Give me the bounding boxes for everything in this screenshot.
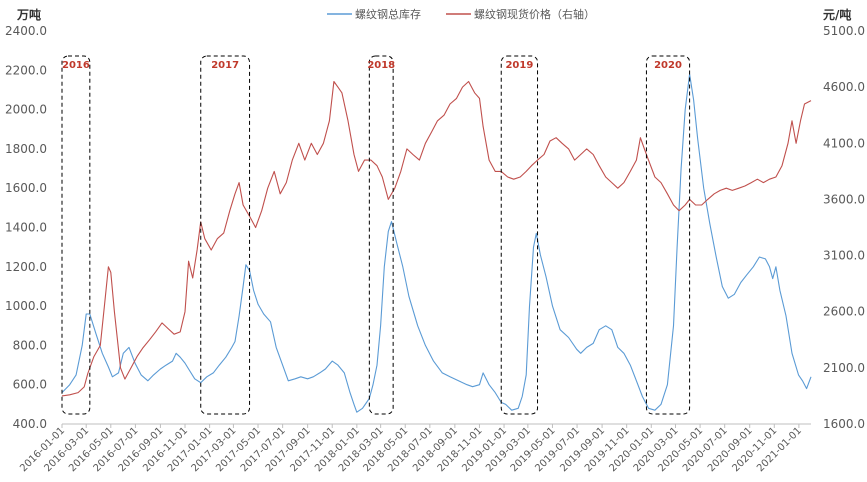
- right-axis-unit: 元/吨: [823, 7, 851, 22]
- left-tick-label: 1000.0: [5, 299, 47, 313]
- period-label-2016: 2016: [62, 60, 90, 71]
- series-line-price: [61, 80, 812, 397]
- period-label-2020: 2020: [654, 60, 682, 71]
- right-axis-ticks: 1600.0 2100.0 2600.0 3100.0 3600.0 4100.0 4600…: [823, 24, 865, 431]
- left-tick-label: 1800.0: [5, 142, 47, 156]
- left-tick-label: 1400.0: [5, 221, 47, 235]
- right-tick-label: 3600.0: [823, 192, 865, 206]
- period-box-2018: [368, 55, 394, 415]
- period-label-2019: 2019: [505, 60, 533, 71]
- right-tick-label: 2100.0: [823, 361, 865, 375]
- left-tick-label: 400.0: [13, 417, 47, 431]
- left-axis-unit: 万吨: [16, 7, 41, 22]
- series-layer: [61, 73, 812, 413]
- left-tick-label: 1200.0: [5, 260, 47, 274]
- left-tick-label: 800.0: [13, 338, 47, 352]
- left-tick-label: 2000.0: [5, 103, 47, 117]
- period-box-2020: [645, 55, 691, 415]
- left-tick-label: 2200.0: [5, 63, 47, 77]
- left-axis-ticks: 400.0 600.0 800.0 1000.0 1200.0 1400.0 1600.0 1…: [5, 24, 47, 431]
- left-tick-label: 2400.0: [5, 24, 47, 38]
- right-tick-label: 1600.0: [823, 417, 865, 431]
- legend: 螺纹钢总库存 螺纹钢现货价格（右轴）: [327, 7, 595, 21]
- right-tick-label: 4100.0: [823, 136, 865, 150]
- period-label-2017: 2017: [211, 60, 239, 71]
- annotation-layer: 2016 2017 2018 2019 2020: [61, 55, 691, 415]
- legend-label-price: 螺纹钢现货价格（右轴）: [474, 7, 595, 21]
- legend-label-inventory: 螺纹钢总库存: [355, 7, 421, 21]
- right-tick-label: 2600.0: [823, 305, 865, 319]
- right-tick-label: 4600.0: [823, 80, 865, 94]
- left-tick-label: 600.0: [13, 378, 47, 392]
- series-line-inventory: [61, 73, 812, 413]
- left-tick-label: 1600.0: [5, 181, 47, 195]
- period-label-2018: 2018: [367, 60, 395, 71]
- period-box-2016: [61, 55, 91, 415]
- period-box-2019: [500, 55, 539, 415]
- x-axis-ticks: 2016-01-012016-03-012016-05-012016-07-01…: [18, 424, 804, 474]
- period-box-2017: [200, 55, 251, 415]
- right-tick-label: 5100.0: [823, 24, 865, 38]
- right-tick-label: 3100.0: [823, 249, 865, 263]
